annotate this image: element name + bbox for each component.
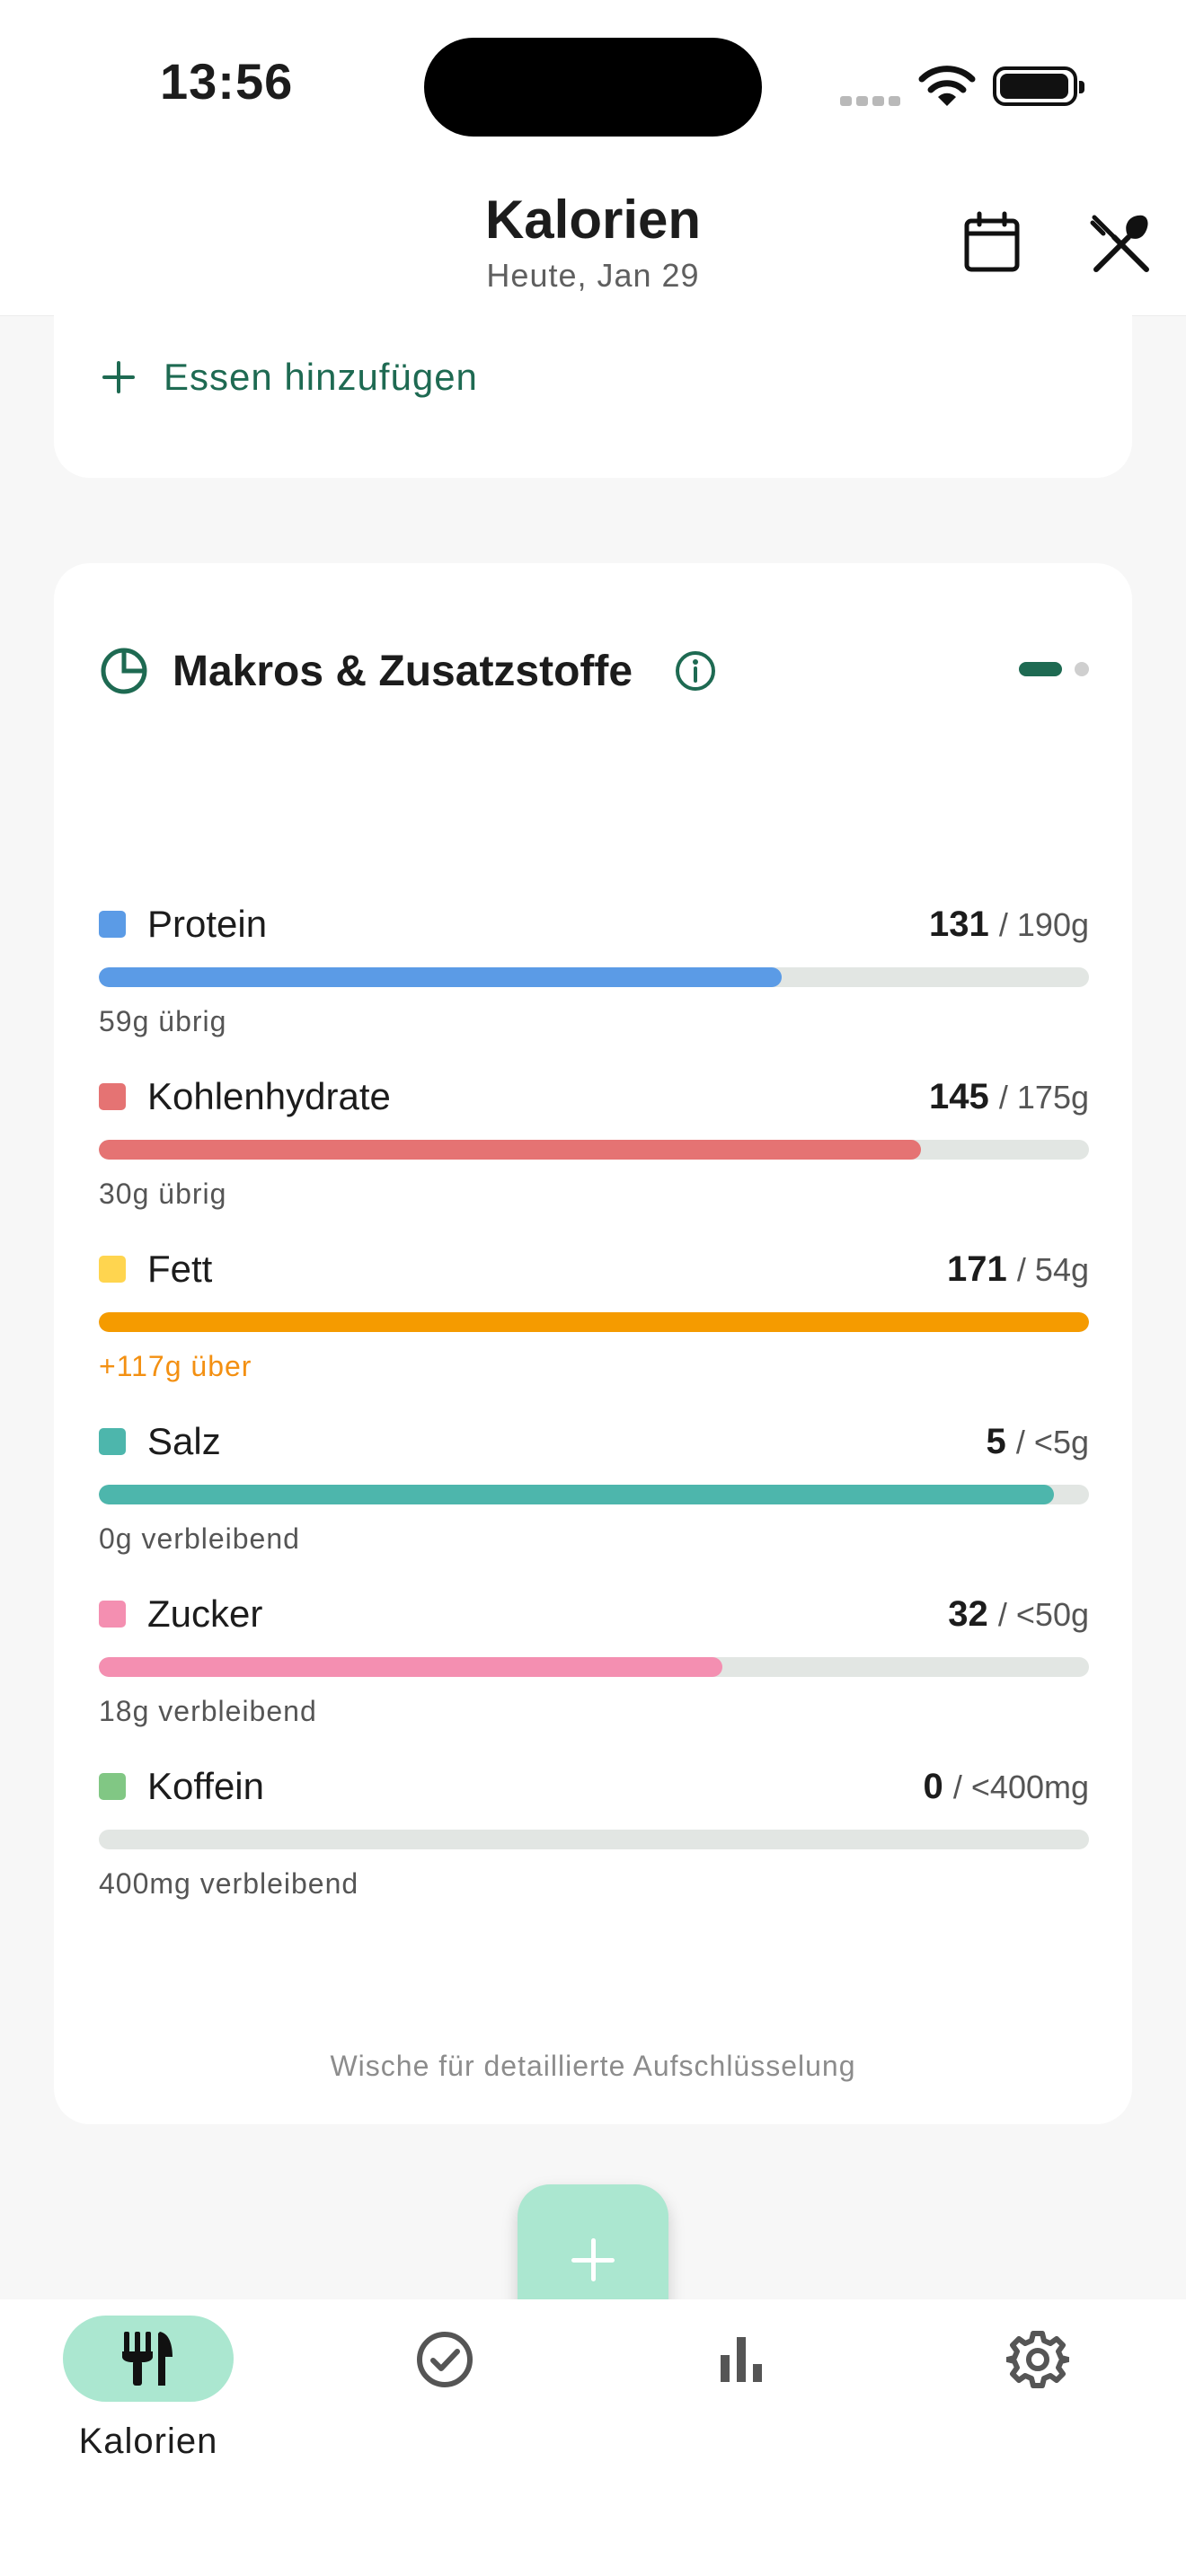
macro-label-row: Kohlenhydrate 145 / 175g xyxy=(99,1068,1089,1125)
macro-color-swatch xyxy=(99,1083,126,1110)
page-title: Kalorien xyxy=(484,190,702,250)
macros-card[interactable]: Makros & Zusatzstoffe Protein 131 / 190g 5… xyxy=(54,563,1132,2124)
macro-goal: / <5g xyxy=(1015,1423,1089,1460)
macro-progress-track xyxy=(99,1312,1089,1332)
macros-list: Protein 131 / 190g 59g übrig Kohlenhydrate 1… xyxy=(99,895,1089,1930)
macro-remaining: +117g über xyxy=(99,1350,252,1382)
macro-color-swatch xyxy=(99,1428,126,1455)
macro-name: Salz xyxy=(147,1420,221,1462)
macro-amount: 131 / 190g xyxy=(929,904,1089,945)
status-bar: 13:56 xyxy=(0,0,1186,171)
macro-name: Zucker xyxy=(147,1592,263,1635)
gear-icon xyxy=(1006,2331,1069,2388)
macro-amount: 171 / 54g xyxy=(947,1249,1089,1290)
macro-goal: / 190g xyxy=(998,905,1089,943)
macro-amount: 145 / 175g xyxy=(929,1077,1089,1117)
fork-knife-icon[interactable] xyxy=(1087,208,1155,277)
bar-chart-icon xyxy=(721,2337,762,2382)
macro-row-protein: Protein 131 / 190g 59g übrig xyxy=(99,895,1089,1068)
macro-row-kohlenhydrate: Kohlenhydrate 145 / 175g 30g übrig xyxy=(99,1068,1089,1240)
macro-progress-track xyxy=(99,1657,1089,1677)
page-date[interactable]: Heute, Jan 29 xyxy=(486,257,700,294)
swipe-hint: Wische für detaillierte Aufschlüsselung xyxy=(330,2050,856,2082)
macro-remaining: 0g verbleibend xyxy=(99,1522,300,1555)
nav-item-calories[interactable]: Kalorien xyxy=(0,2299,296,2479)
macro-label-row: Salz 5 / <5g xyxy=(99,1413,1089,1470)
macro-color-swatch xyxy=(99,1601,126,1628)
macro-row-zucker: Zucker 32 / <50g 18g verbleibend xyxy=(99,1585,1089,1758)
macro-progress-fill xyxy=(99,1312,1089,1332)
macro-amount: 32 / <50g xyxy=(948,1594,1089,1635)
macro-goal: / 54g xyxy=(1016,1250,1089,1288)
macro-goal: / 175g xyxy=(998,1078,1089,1116)
status-time: 13:56 xyxy=(160,53,294,110)
macro-remaining: 59g übrig xyxy=(99,1005,227,1037)
macro-value: 145 xyxy=(929,1076,989,1116)
page-indicator[interactable] xyxy=(1019,662,1089,676)
bottom-nav: Kalorien xyxy=(0,2299,1186,2576)
calendar-icon[interactable] xyxy=(958,208,1026,277)
macros-card-title: Makros & Zusatzstoffe xyxy=(173,647,633,695)
nav-item-habits[interactable] xyxy=(296,2299,593,2479)
macro-progress-fill xyxy=(99,967,783,987)
macro-goal: / <400mg xyxy=(952,1768,1089,1805)
macro-progress-fill xyxy=(99,1140,921,1160)
check-circle-icon xyxy=(417,2332,473,2387)
macro-progress-track xyxy=(99,967,1089,987)
macro-row-salz: Salz 5 / <5g 0g verbleibend xyxy=(99,1413,1089,1585)
macro-label-row: Koffein 0 / <400mg xyxy=(99,1758,1089,1815)
macro-row-fett: Fett 171 / 54g +117g über xyxy=(99,1240,1089,1413)
nav-label-calories: Kalorien xyxy=(78,2422,218,2461)
macro-remaining: 400mg verbleibend xyxy=(99,1867,359,1900)
info-icon[interactable] xyxy=(674,649,717,693)
dynamic-island xyxy=(424,38,762,137)
macro-color-swatch xyxy=(99,1773,126,1800)
utensils-icon xyxy=(122,2332,173,2386)
macro-value: 131 xyxy=(929,904,989,944)
add-food-label: Essen hinzufügen xyxy=(164,356,478,398)
add-food-button[interactable]: Essen hinzufügen xyxy=(101,356,478,399)
nav-item-settings[interactable] xyxy=(890,2299,1186,2479)
wifi-icon xyxy=(918,66,976,106)
macro-value: 5 xyxy=(986,1421,1006,1461)
plus-icon xyxy=(571,2238,615,2281)
plus-icon xyxy=(101,359,137,395)
macro-progress-track xyxy=(99,1830,1089,1849)
macro-name: Fett xyxy=(147,1248,213,1290)
macro-value: 0 xyxy=(923,1766,943,1806)
macro-label-row: Zucker 32 / <50g xyxy=(99,1585,1089,1643)
macro-row-koffein: Koffein 0 / <400mg 400mg verbleibend xyxy=(99,1758,1089,1930)
macro-remaining: 30g übrig xyxy=(99,1178,227,1210)
nav-item-stats[interactable] xyxy=(593,2299,890,2479)
page-indicator-active xyxy=(1019,662,1062,676)
macro-progress-fill xyxy=(99,1485,1055,1504)
macro-label-row: Fett 171 / 54g xyxy=(99,1240,1089,1298)
macro-amount: 0 / <400mg xyxy=(924,1767,1089,1807)
battery-icon xyxy=(993,66,1084,106)
macro-amount: 5 / <5g xyxy=(987,1422,1089,1462)
meal-card: Essen hinzufügen xyxy=(54,305,1132,478)
pie-chart-icon xyxy=(101,648,147,694)
macro-goal: / <50g xyxy=(997,1595,1089,1633)
macro-label-row: Protein 131 / 190g xyxy=(99,895,1089,953)
macro-progress-track xyxy=(99,1140,1089,1160)
page-indicator-dot xyxy=(1075,662,1089,676)
macro-name: Protein xyxy=(147,903,268,945)
macro-remaining: 18g verbleibend xyxy=(99,1695,317,1727)
macro-value: 171 xyxy=(947,1248,1007,1289)
macro-color-swatch xyxy=(99,911,126,938)
cellular-signal-icon xyxy=(840,94,905,110)
app-header: Kalorien Heute, Jan 29 xyxy=(0,171,1186,316)
macro-progress-track xyxy=(99,1485,1089,1504)
macro-progress-fill xyxy=(99,1657,723,1677)
macro-value: 32 xyxy=(948,1593,988,1634)
macro-name: Kohlenhydrate xyxy=(147,1075,391,1117)
macro-name: Koffein xyxy=(147,1765,264,1807)
macros-card-header: Makros & Zusatzstoffe xyxy=(99,646,717,696)
macro-color-swatch xyxy=(99,1256,126,1283)
